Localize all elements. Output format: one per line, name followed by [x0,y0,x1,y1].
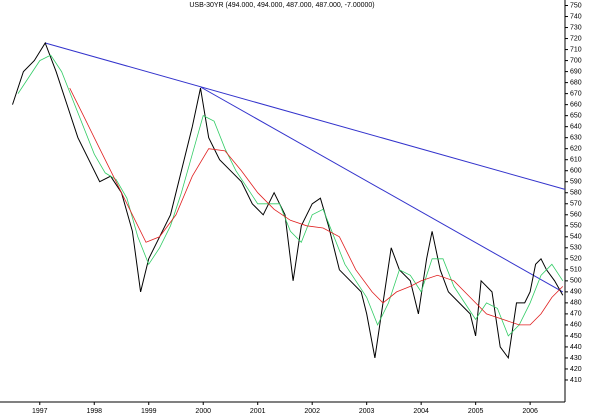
x-tick-label: 2003 [359,408,375,415]
trend-line [45,42,566,190]
y-tick-label: 720 [570,35,582,42]
y-tick-label: 750 [570,2,582,9]
y-tick-label: 430 [570,355,582,362]
price-line [17,54,564,337]
y-tick-label: 420 [570,366,582,373]
y-tick-label: 740 [570,13,582,20]
y-tick-label: 620 [570,146,582,153]
y-tick-label: 670 [570,90,582,97]
y-tick-label: 490 [570,289,582,296]
x-tick-label: 2001 [250,408,266,415]
y-tick-label: 700 [570,57,582,64]
y-tick-label: 460 [570,322,582,329]
x-tick-label: 2002 [304,408,320,415]
y-tick-label: 530 [570,245,582,252]
y-tick-label: 550 [570,223,582,230]
y-tick-label: 500 [570,278,582,285]
y-tick-label: 410 [570,377,582,384]
y-tick-label: 730 [570,24,582,31]
y-tick-label: 640 [570,124,582,131]
x-tick-label: 2006 [522,408,538,415]
y-tick-label: 710 [570,46,582,53]
y-tick-label: 450 [570,333,582,340]
y-tick-label: 580 [570,190,582,197]
y-tick-label: 660 [570,101,582,108]
y-tick-label: 610 [570,157,582,164]
y-tick-label: 680 [570,79,582,86]
y-tick-label: 510 [570,267,582,274]
y-tick-label: 470 [570,311,582,318]
y-tick-label: 690 [570,68,582,75]
y-tick-label: 520 [570,256,582,263]
y-tick-label: 590 [570,179,582,186]
y-tick-label: 480 [570,300,582,307]
x-tick-label: 2005 [468,408,484,415]
y-tick-label: 650 [570,112,582,119]
price-line [69,87,564,326]
chart-title: USB-30YR (494.000, 494.000, 487.000, 487… [189,2,374,9]
x-tick-label: 2000 [195,408,211,415]
y-tick-label: 540 [570,234,582,241]
y-tick-label: 630 [570,135,582,142]
x-tick-label: 1997 [32,408,48,415]
y-tick-label: 570 [570,201,582,208]
x-tick-label: 1999 [141,408,157,415]
x-tick-label: 2004 [413,408,429,415]
y-tick-label: 440 [570,344,582,351]
trend-line [200,86,564,293]
x-tick-label: 1998 [86,408,102,415]
y-tick-label: 600 [570,168,582,175]
y-tick-label: 560 [570,212,582,219]
